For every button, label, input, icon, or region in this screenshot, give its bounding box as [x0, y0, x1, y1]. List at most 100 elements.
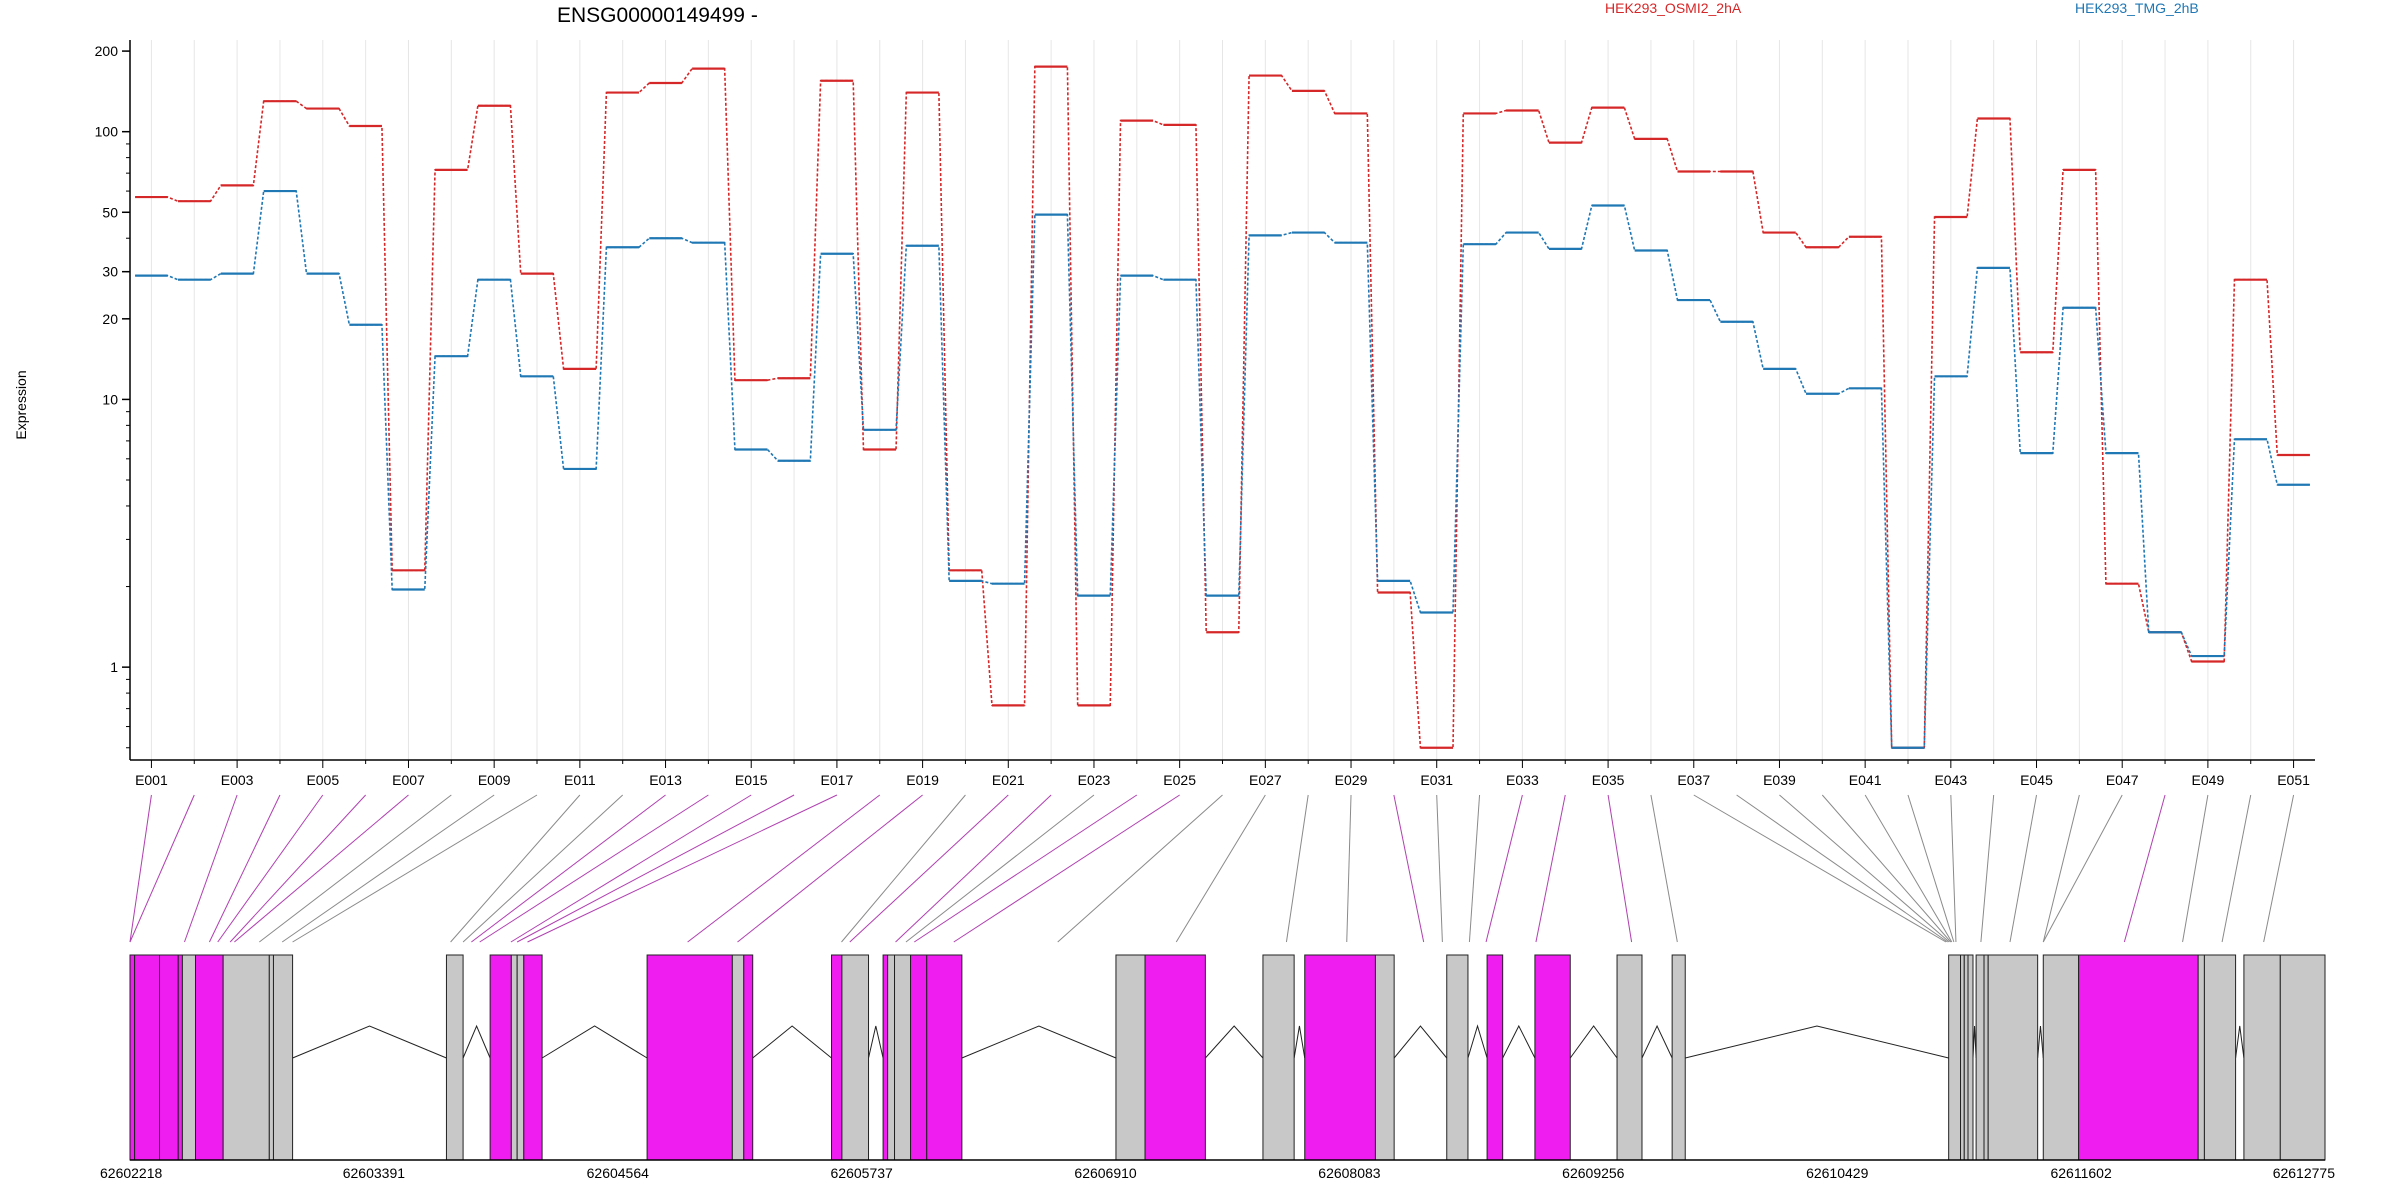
exon-connector — [479, 794, 709, 943]
exon-connector — [841, 794, 966, 943]
genomic-coordinate-axis: 62602218 62603391 62604564 62605737 62606910… — [100, 1159, 2336, 1181]
exon-connector — [229, 794, 367, 943]
exon-tick-label: E025 — [1163, 772, 1196, 788]
exon-highlighted — [2078, 954, 2199, 1161]
exon-highlighted — [831, 954, 843, 1161]
exon-connector — [1980, 794, 1995, 943]
exon-tick-label: E001 — [135, 772, 168, 788]
exon — [516, 954, 525, 1161]
exon-connector — [450, 794, 581, 943]
exon-connector — [913, 794, 1138, 943]
exon-highlighted — [1534, 954, 1571, 1161]
legend-entry-osmi2: HEK293_OSMI2_2hA — [1605, 0, 1742, 16]
intron — [1685, 1025, 1949, 1059]
exon-connector — [259, 794, 452, 943]
exon-tick-label: E041 — [1849, 772, 1882, 788]
intron — [1393, 1025, 1448, 1059]
exon-connector — [953, 794, 1180, 943]
exon-tick-label: E045 — [2020, 772, 2053, 788]
exon-tick-label: E033 — [1506, 772, 1539, 788]
exon-connector — [1485, 794, 1523, 943]
exon-connector — [687, 794, 881, 943]
exon-highlighted — [523, 954, 543, 1161]
exon-connector — [1175, 794, 1266, 943]
exon-connector — [1907, 794, 1955, 943]
gene-model — [129, 954, 2326, 1161]
y-tick-label: 200 — [95, 43, 119, 59]
exon-connector — [849, 794, 1009, 943]
exon-connector — [905, 794, 1095, 943]
intron — [868, 1025, 884, 1059]
exon-connector — [1436, 794, 1443, 943]
exon-connector — [1607, 794, 1633, 943]
grid-lines — [150, 40, 2295, 760]
exon — [1987, 954, 2039, 1161]
exon — [272, 954, 294, 1161]
exon — [2279, 954, 2326, 1161]
chart-title: ENSG00000149499 - — [557, 4, 758, 27]
exon — [841, 954, 870, 1161]
exon — [1975, 954, 1985, 1161]
intron — [1569, 1025, 1618, 1059]
exon-highlighted — [910, 954, 928, 1161]
exon-connector — [2009, 794, 2038, 943]
exon — [222, 954, 270, 1161]
exon-tick-label: E051 — [2277, 772, 2310, 788]
exon-highlighted — [1144, 954, 1206, 1161]
exon-tick-label: E029 — [1335, 772, 1368, 788]
coord-tick-label: 62602218 — [100, 1165, 163, 1181]
exon-connector — [1057, 794, 1223, 943]
exon-connector — [516, 794, 795, 943]
exon — [887, 954, 896, 1161]
exon-connectors — [129, 794, 2295, 943]
y-axis: 200 100 50 30 20 10 1 — [95, 40, 131, 760]
exon-highlighted — [159, 954, 179, 1161]
intron — [2235, 1025, 2245, 1059]
exon-tick-label: E037 — [1677, 772, 1710, 788]
intron — [1972, 1025, 1977, 1059]
exon-tick-label: E027 — [1249, 772, 1282, 788]
exon-connector — [471, 794, 666, 943]
exon — [1963, 954, 1969, 1161]
coord-tick-label: 62606910 — [1074, 1165, 1137, 1181]
exon-connector — [1950, 794, 1957, 943]
exon-connector — [895, 794, 1052, 943]
exon-connector — [1736, 794, 1948, 943]
y-tick-label: 50 — [102, 204, 118, 220]
exon-tick-label: E009 — [478, 772, 511, 788]
exon-tick-label: E021 — [992, 772, 1025, 788]
coord-tick-label: 62611602 — [2050, 1165, 2111, 1181]
exon-tick-label: E039 — [1763, 772, 1796, 788]
exon — [731, 954, 745, 1161]
exon-tick-label: E011 — [564, 772, 596, 788]
intron — [1293, 1025, 1306, 1059]
exon-tick-label: E017 — [821, 772, 854, 788]
exon-tick-label: E019 — [906, 772, 939, 788]
exon-connector — [527, 794, 838, 943]
exon — [2243, 954, 2281, 1161]
exon-highlighted — [926, 954, 963, 1161]
exon-connector — [2123, 794, 2166, 943]
exon — [510, 954, 518, 1161]
exon — [1983, 954, 1989, 1161]
exon-highlighted — [743, 954, 754, 1161]
y-tick-label: 20 — [102, 311, 118, 327]
exon-tick-label: E013 — [649, 772, 682, 788]
exon-connector — [2263, 794, 2295, 943]
exon-highlighted — [1304, 954, 1376, 1161]
exon-tick-label: E031 — [1420, 772, 1453, 788]
intron — [2037, 1025, 2044, 1059]
series-osmi2 — [135, 65, 2310, 749]
exon-connector — [737, 794, 923, 943]
exon-connector — [208, 794, 281, 943]
exon-highlighted — [1486, 954, 1504, 1161]
exon-connector — [234, 794, 409, 943]
coord-tick-label: 62612775 — [2273, 1165, 2336, 1181]
exon-connector — [1821, 794, 1952, 943]
exon-connector — [1650, 794, 1678, 943]
exon-tick-label: E023 — [1078, 772, 1111, 788]
exon-connector — [281, 794, 495, 943]
intron — [1641, 1024, 1673, 1059]
